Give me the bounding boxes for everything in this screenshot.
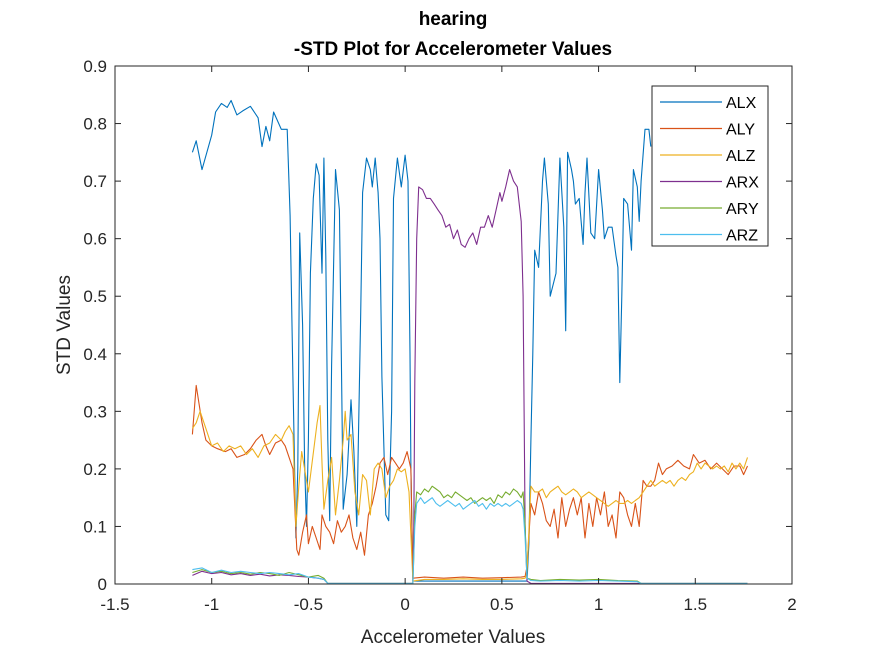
series-line-alx bbox=[191, 99, 652, 582]
legend-label-alz: ALZ bbox=[726, 148, 756, 165]
y-tick-label: 0.1 bbox=[83, 517, 107, 536]
y-axis-label: STD Values bbox=[54, 275, 75, 375]
legend-label-alx: ALX bbox=[726, 95, 757, 112]
series-line-arz bbox=[192, 497, 748, 584]
y-tick-label: 0.9 bbox=[83, 57, 107, 76]
x-ticks: -1.5 -1 -0.5 0 0.5 1 1.5 2 bbox=[100, 66, 797, 614]
x-tick-label: 0.5 bbox=[490, 595, 514, 614]
x-tick-label: 1.5 bbox=[683, 595, 707, 614]
chart-title-line-2: -STD Plot for Accelerometer Values bbox=[294, 39, 612, 60]
legend-label-arx: ARX bbox=[726, 175, 759, 192]
x-tick-label: 2 bbox=[787, 595, 796, 614]
legend-label-arz: ARZ bbox=[726, 228, 758, 245]
x-tick-label: -1 bbox=[204, 595, 219, 614]
y-tick-label: 0.7 bbox=[83, 172, 107, 191]
chart-title-line-1: hearing bbox=[419, 9, 488, 30]
x-tick-label: 0 bbox=[400, 595, 409, 614]
x-tick-label: -0.5 bbox=[294, 595, 323, 614]
y-tick-label: 0 bbox=[98, 575, 107, 594]
legend-label-aly: ALY bbox=[726, 122, 755, 139]
series-layer bbox=[191, 99, 749, 584]
series-line-alz bbox=[191, 405, 749, 582]
x-tick-label: -1.5 bbox=[100, 595, 129, 614]
axes-box bbox=[114, 65, 793, 585]
y-ticks: 0 0.1 0.2 0.3 0.4 0.5 0.6 0.7 0.8 0.9 bbox=[83, 57, 792, 594]
legend: ALX ALY ALZ ARX ARY ARZ bbox=[651, 85, 769, 247]
x-tick-label: 1 bbox=[594, 595, 603, 614]
legend-label-ary: ARY bbox=[726, 201, 759, 218]
y-tick-label: 0.4 bbox=[83, 345, 107, 364]
y-tick-label: 0.3 bbox=[83, 402, 107, 421]
y-tick-label: 0.2 bbox=[83, 460, 107, 479]
legend-box bbox=[651, 85, 769, 247]
y-tick-label: 0.8 bbox=[83, 115, 107, 134]
y-tick-label: 0.5 bbox=[83, 287, 107, 306]
x-axis-label: Accelerometer Values bbox=[361, 627, 545, 648]
y-tick-label: 0.6 bbox=[83, 230, 107, 249]
